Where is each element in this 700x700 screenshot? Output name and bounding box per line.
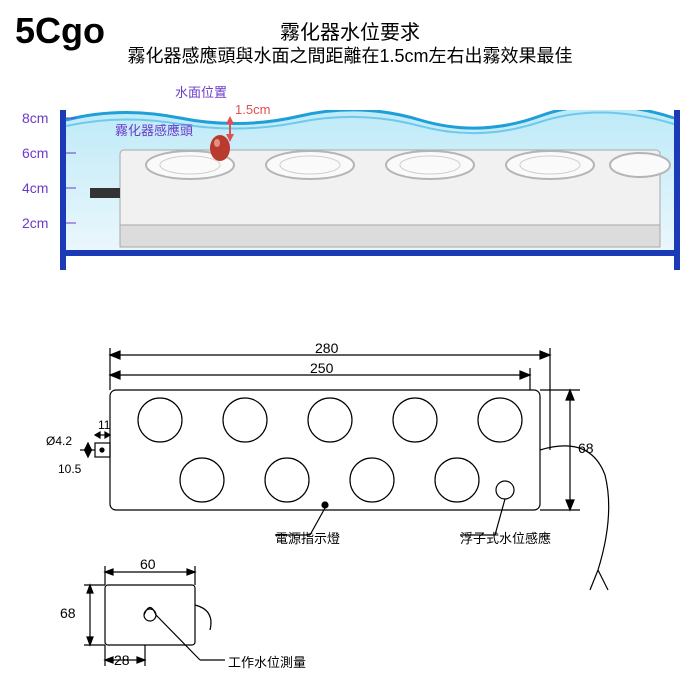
dim-250: 250 <box>310 360 333 376</box>
float-sensor-label: 浮子式水位感應 <box>460 528 551 547</box>
scale-6cm: 6cm <box>22 145 48 161</box>
dim-hole: Ø4.2 <box>46 434 72 448</box>
water-surface-label: 水面位置 <box>175 82 227 101</box>
dim-side-68: 68 <box>60 605 76 621</box>
scale-2cm: 2cm <box>22 215 48 231</box>
page-title: 霧化器水位要求 <box>0 16 700 45</box>
gap-label: 1.5cm <box>235 102 270 117</box>
dim-280: 280 <box>315 340 338 356</box>
dims-svg <box>50 340 650 680</box>
sensor-label: 霧化器感應頭 <box>115 120 193 139</box>
scale-4cm: 4cm <box>22 180 48 196</box>
work-level-label: 工作水位測量 <box>228 652 306 671</box>
scale-8cm: 8cm <box>22 110 48 126</box>
dim-11: 11 <box>98 418 110 432</box>
dim-side-60: 60 <box>140 556 156 572</box>
dim-68: 68 <box>578 440 594 456</box>
dim-side-28: 28 <box>114 652 130 668</box>
page-subtitle: 霧化器感應頭與水面之間距離在1.5cm左右出霧效果最佳 <box>0 42 700 68</box>
tank-illustration: 8cm 6cm 4cm 2cm 水面位置 霧化器感應頭 1.5cm <box>60 110 680 270</box>
dim-10-5: 10.5 <box>58 462 81 476</box>
dimension-drawing: 280 250 68 Ø4.2 11 10.5 電源指示燈 浮子式水位感應 60… <box>50 340 650 680</box>
power-led-label: 電源指示燈 <box>275 528 340 547</box>
